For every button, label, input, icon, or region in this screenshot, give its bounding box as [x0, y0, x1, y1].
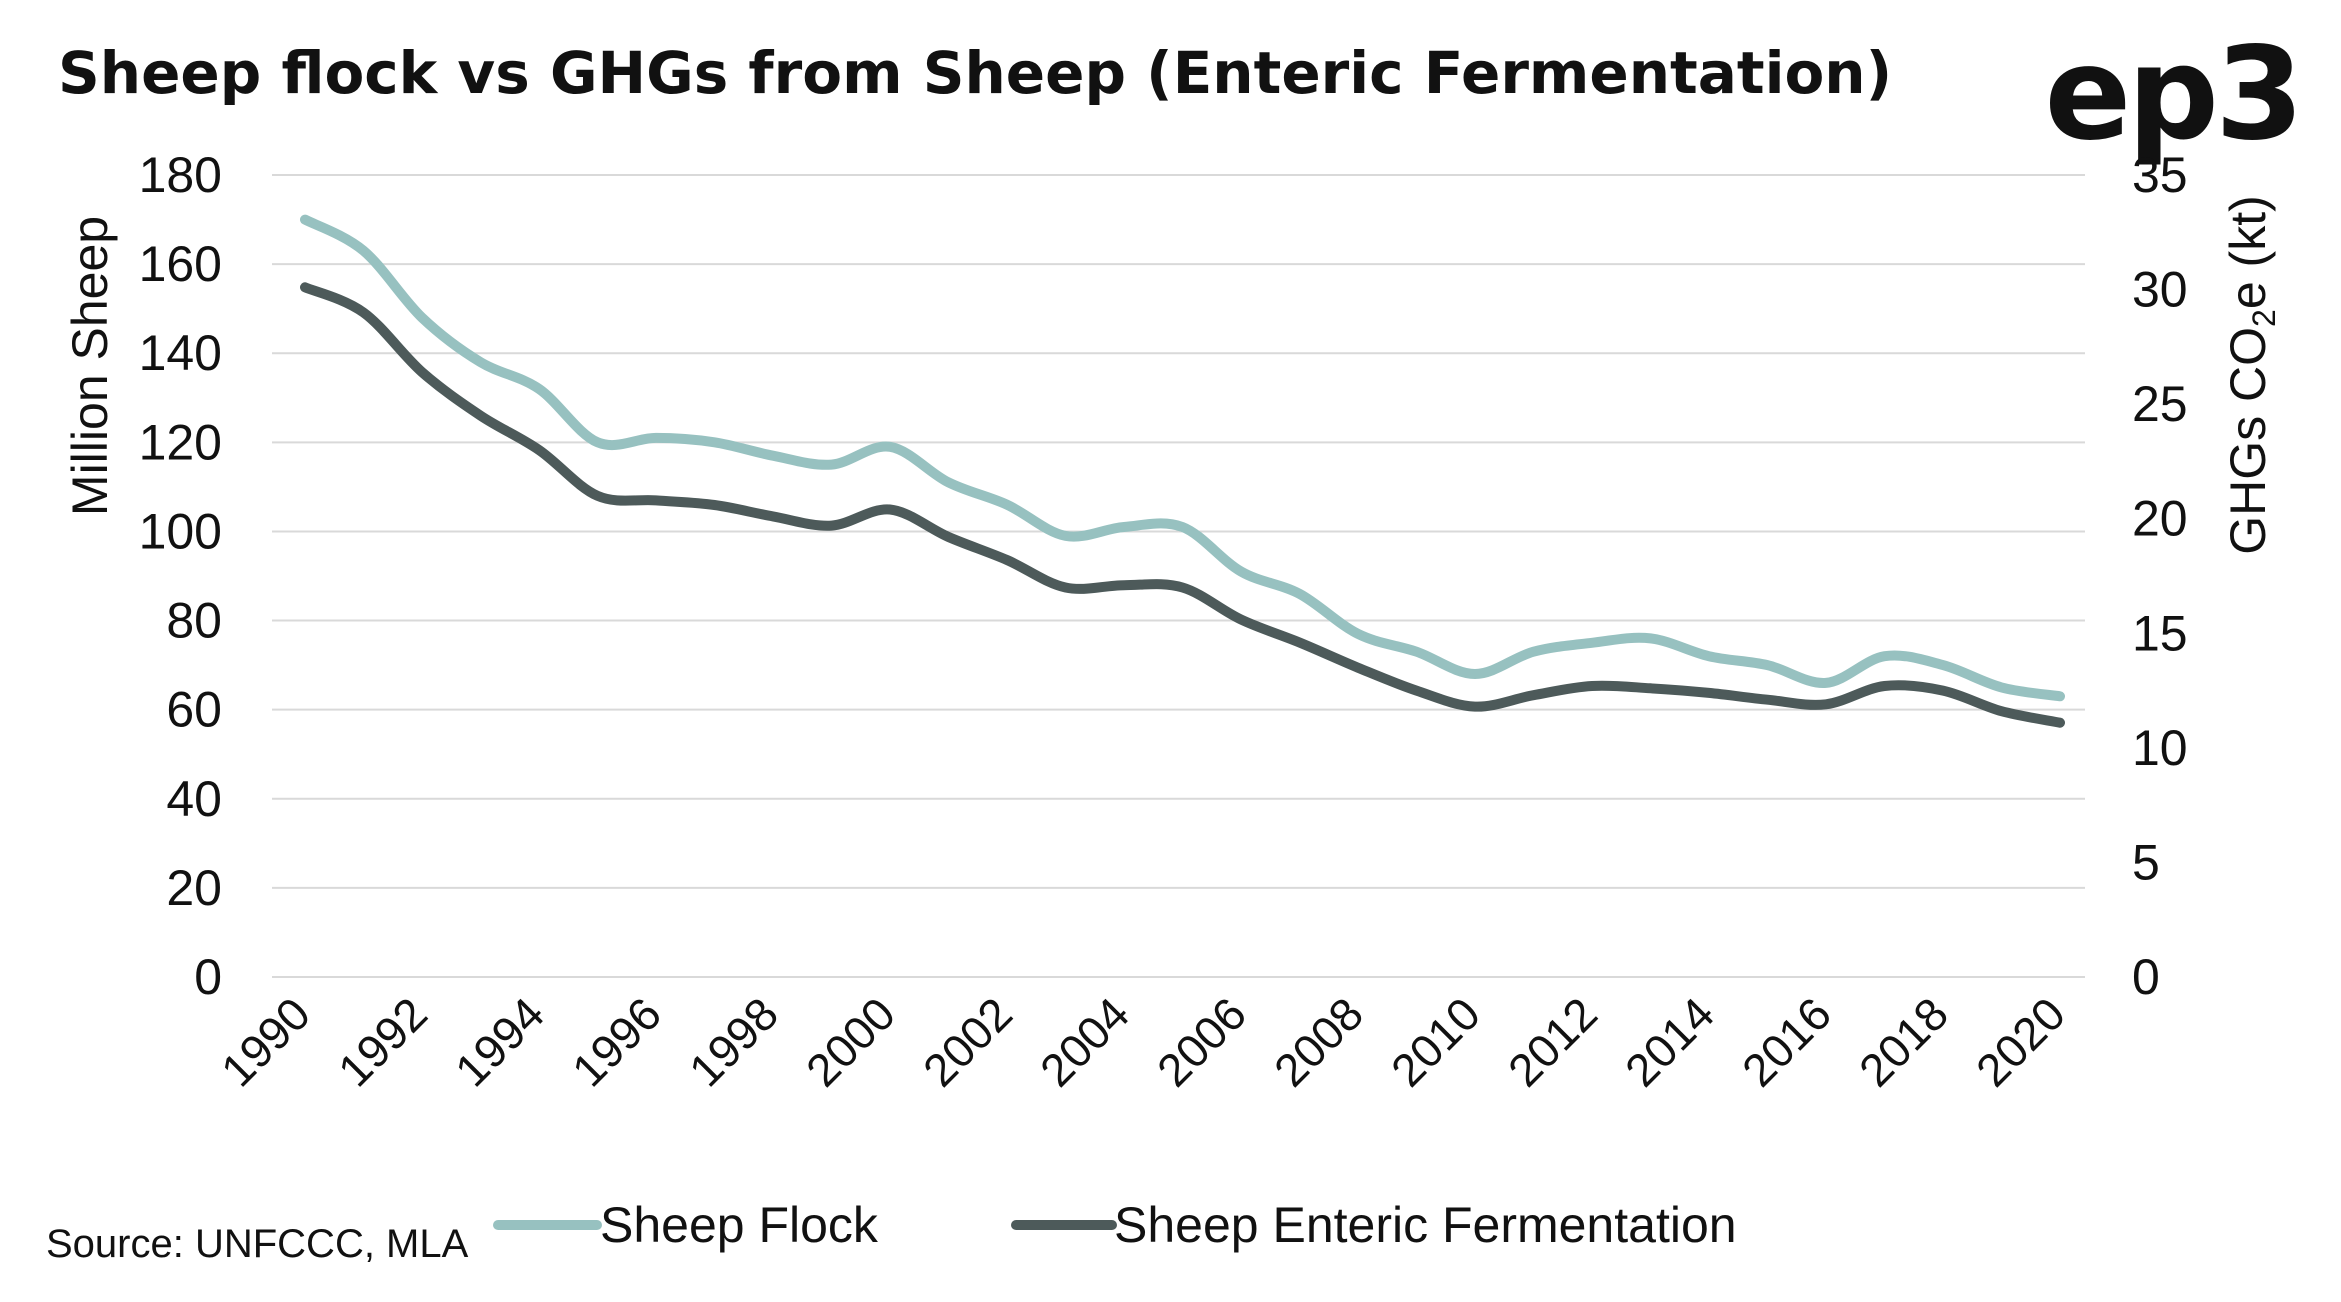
left-tick-label: 100: [139, 503, 222, 559]
ep3-logo: ep3: [2045, 20, 2301, 169]
right-tick-label: 15: [2132, 605, 2188, 661]
left-tick-label: 140: [139, 325, 222, 381]
right-tick-label: 35: [2132, 147, 2188, 203]
left-tick-label: 120: [139, 414, 222, 470]
right-axis-label-tail: e (kt): [2220, 195, 2276, 309]
right-tick-label: 20: [2132, 491, 2188, 547]
left-tick-label: 40: [166, 771, 222, 827]
right-tick-label: 10: [2132, 720, 2188, 776]
right-tick-label: 0: [2132, 949, 2160, 1005]
source-note: Source: UNFCCC, MLA: [46, 1222, 469, 1266]
left-tick-label: 20: [166, 860, 222, 916]
legend: Sheep Flock Sheep Enteric Fermentation: [493, 1197, 1737, 1253]
right-axis-ticks: 0 5 10 15 20 25 30 35: [2132, 147, 2188, 1005]
left-axis-ticks: 0 20 40 60 80 100 120 140 160 180: [139, 147, 222, 1005]
sheep-flock-line: [300, 214, 2065, 702]
left-tick-label: 80: [166, 593, 222, 649]
left-tick-label: 0: [194, 949, 222, 1005]
right-axis-label-subscript: 2: [2246, 309, 2282, 327]
right-tick-label: 25: [2132, 376, 2188, 432]
chart-title: Sheep flock vs GHGs from Sheep (Enteric …: [58, 39, 1892, 107]
right-axis-label-main: GHGs CO: [2220, 327, 2276, 555]
series-lines: [300, 214, 2065, 728]
right-axis-label: GHGs CO2e (kt): [2220, 195, 2282, 555]
left-axis-label: Million Sheep: [62, 216, 118, 516]
left-tick-label: 160: [139, 236, 222, 292]
legend-label-enteric-fermentation: Sheep Enteric Fermentation: [1114, 1197, 1737, 1253]
gridlines: [272, 174, 2085, 978]
enteric-fermentation-line: [300, 282, 2065, 728]
right-tick-label: 5: [2132, 834, 2160, 890]
left-tick-label: 180: [139, 147, 222, 203]
right-tick-label: 30: [2132, 262, 2188, 318]
legend-label-sheep-flock: Sheep Flock: [600, 1197, 879, 1253]
left-tick-label: 60: [166, 682, 222, 738]
